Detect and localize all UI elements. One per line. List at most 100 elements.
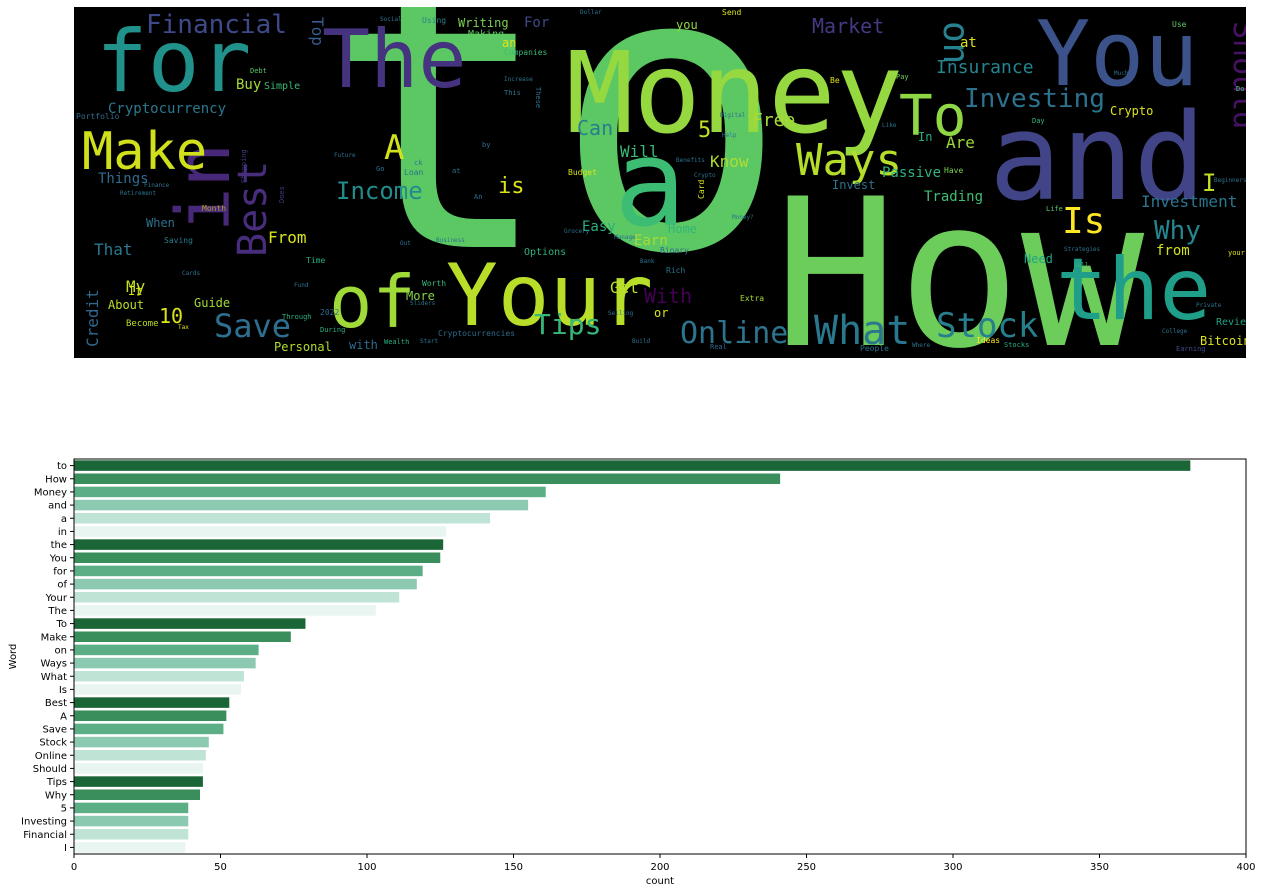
y-tick-label: a [61, 514, 67, 525]
cloud-word: Tax [178, 324, 189, 331]
x-tick-label: 350 [1090, 862, 1109, 873]
bar [74, 578, 417, 590]
cloud-word: at [452, 167, 460, 175]
cloud-word: Where [912, 342, 930, 349]
cloud-word: Making [468, 29, 504, 40]
bar [74, 644, 259, 656]
cloud-word: Private [1196, 302, 1222, 309]
cloud-word: That [94, 240, 133, 259]
cloud-word: 2022 [320, 308, 339, 317]
cloud-word: Increase [504, 76, 533, 83]
cloud-word: is [498, 174, 525, 199]
cloud-word: These [534, 87, 542, 108]
cloud-word: a [614, 115, 686, 254]
cloud-word: Be [830, 76, 840, 85]
cloud-word: Cryptocurrencies [438, 329, 515, 338]
cloud-word: An [474, 193, 482, 201]
bar [74, 552, 441, 564]
bar [74, 802, 189, 814]
y-tick-label: Best [45, 698, 67, 709]
bar [74, 684, 242, 695]
bar [74, 486, 546, 498]
cloud-word: Save [214, 307, 291, 345]
cloud-word: During [320, 326, 345, 334]
cloud-word: Home [668, 222, 697, 236]
cloud-word: You [1036, 7, 1199, 107]
bar [74, 710, 227, 722]
bar [74, 776, 203, 787]
cloud-word: Bank [640, 258, 655, 265]
x-tick-label: 0 [71, 862, 77, 873]
y-tick-label: To [55, 619, 67, 630]
cloud-word: Crypto [694, 172, 716, 179]
bar [74, 657, 256, 669]
cloud-word: Stocks [1004, 341, 1029, 349]
bar [74, 842, 186, 853]
cloud-word: ck [414, 159, 423, 167]
cloud-word: This [504, 89, 521, 97]
cloud-word: the [1056, 240, 1211, 340]
y-tick-label: The [47, 606, 67, 617]
cloud-word: Social [380, 16, 402, 23]
cloud-word: For [524, 15, 549, 31]
cloud-word: Strategies [1064, 246, 1101, 253]
cloud-word: Month [202, 204, 226, 213]
cloud-word: Should [1226, 21, 1246, 129]
cloud-word: Will [620, 142, 659, 161]
cloud-word: Have [944, 166, 963, 175]
y-tick-label: Make [41, 632, 67, 643]
bar [74, 499, 529, 511]
bar [74, 670, 244, 682]
x-tick-label: 150 [504, 862, 523, 873]
cloud-word: Investment [1141, 192, 1237, 211]
cloud-word: Income [336, 177, 423, 205]
bar [74, 539, 444, 550]
cloud-word: Personal [274, 340, 332, 354]
cloud-word: Ways [796, 135, 902, 186]
bar [74, 815, 189, 827]
cloud-word: Finance [144, 182, 170, 189]
bar [74, 512, 491, 524]
cloud-word: Easy [582, 219, 616, 235]
cloud-word: Things [98, 171, 149, 187]
bar [74, 736, 209, 748]
cloud-word: on [935, 21, 976, 64]
cloud-word: Sell [1074, 262, 1089, 269]
y-tick-label: Your [45, 593, 68, 604]
x-tick-label: 100 [357, 862, 376, 873]
cloud-word: Wealth [384, 338, 409, 346]
cloud-word: 10 [159, 304, 183, 328]
cloud-word: Retirement [120, 190, 157, 197]
cloud-word: Make [82, 122, 207, 182]
cloud-word: Bitcoin [1200, 334, 1246, 348]
cloud-word: Selling [608, 310, 634, 317]
y-tick-label: in [58, 527, 67, 538]
cloud-word: to [319, 7, 789, 339]
cloud-word: My [126, 277, 146, 296]
cloud-word: A [384, 128, 404, 168]
cloud-word: Become [126, 319, 159, 329]
cloud-word: Saving [164, 236, 193, 245]
cloud-word: in [161, 143, 247, 232]
cloud-word: Rich [666, 266, 685, 275]
cloud-word: The [322, 13, 467, 106]
bar [74, 526, 447, 537]
cloud-word: When [146, 216, 175, 230]
bar [74, 605, 376, 616]
cloud-word: Your [446, 246, 653, 346]
y-tick-label: for [53, 566, 68, 577]
y-tick-label: Should [33, 764, 67, 775]
cloud-word: of [329, 260, 416, 344]
y-tick-label: How [45, 474, 67, 485]
cloud-word: To [899, 84, 966, 149]
cloud-word: Are [946, 133, 975, 152]
y-tick-label: Save [42, 724, 67, 735]
cloud-word: How [774, 156, 1145, 358]
y-tick-label: Money [34, 487, 67, 498]
cloud-word: Crypto [1110, 104, 1153, 118]
y-tick-label: I [64, 843, 67, 854]
cloud-word: What [814, 308, 910, 354]
x-tick-label: 400 [1236, 862, 1255, 873]
cloud-word: Simple [264, 81, 300, 92]
cloud-word: College [1162, 328, 1188, 335]
